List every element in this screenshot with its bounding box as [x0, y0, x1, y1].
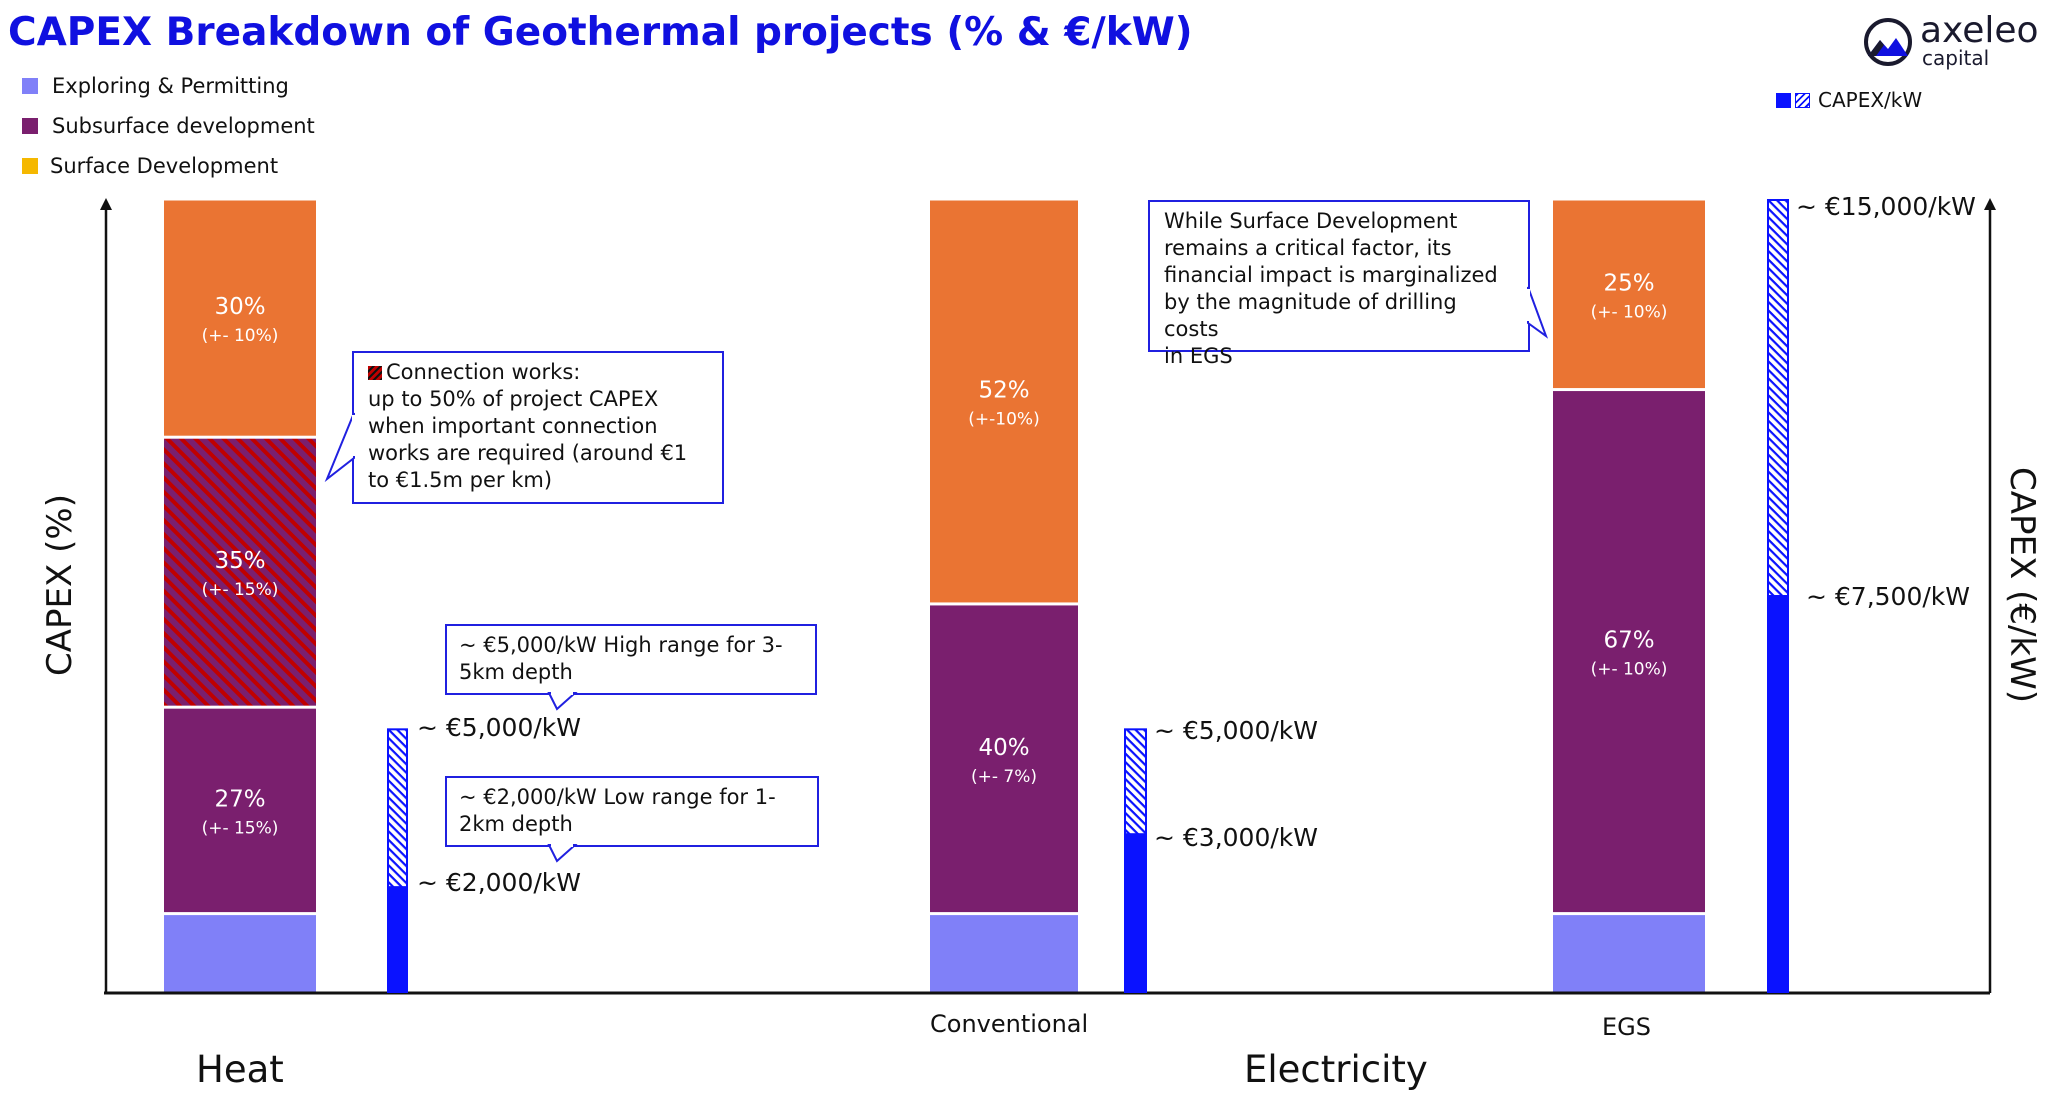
callout-egs-note: While Surface Development remains a crit… — [1148, 200, 1549, 368]
callout-egs-line4: by the magnitude of drilling costs — [1164, 290, 1457, 341]
bar-heat-connection-works — [164, 438, 316, 706]
legend-swatch-exploring — [22, 78, 38, 94]
mountain-circle-icon — [1864, 18, 1912, 66]
callout-heat-high-line2: 5km depth — [459, 660, 573, 684]
cost-label-heat-low: ~ €2,000/kW — [417, 868, 581, 897]
bar-heat-subsurface-development — [164, 708, 316, 913]
bar-egs-surface-development — [1553, 200, 1705, 389]
legend-item-exploring: Exploring & Permitting — [22, 66, 315, 106]
right-axis-title: CAPEX (€/kW) — [2002, 466, 2042, 704]
hatch-swatch-icon — [368, 366, 382, 380]
data-label-egs-subsurface-development: 67% — [1603, 628, 1654, 654]
legend-label-exploring: Exploring & Permitting — [52, 74, 289, 98]
range-label-egs-subsurface-development: (+- 10%) — [1591, 660, 1668, 680]
bar-heat-surface-development — [164, 200, 316, 436]
capex-bar-conventional-low — [1124, 834, 1147, 993]
callout-connection-line2: up to 50% of project CAPEX — [368, 387, 659, 411]
bar-conventional-exploring-permitting — [930, 915, 1078, 992]
cost-label-egs-high: ~ €15,000/kW — [1796, 192, 1976, 221]
callout-connection-line1: Connection works: — [386, 360, 581, 384]
cost-label-conv-high: ~ €5,000/kW — [1154, 716, 1318, 745]
bar-egs-subsurface-development — [1553, 391, 1705, 913]
data-label-egs-surface-development: 25% — [1603, 270, 1654, 296]
range-label-egs-surface-development: (+- 10%) — [1591, 302, 1668, 322]
capex-legend: CAPEX/kW — [1776, 88, 1922, 112]
callout-egs-line2: remains a critical factor, its — [1164, 236, 1452, 260]
group-label-heat: Heat — [196, 1048, 284, 1091]
callout-heat-high-line1: ~ €5,000/kW High range for 3- — [459, 633, 783, 657]
bar-conventional-surface-development — [930, 200, 1078, 603]
callout-heat-low-line2: 2km depth — [459, 812, 573, 836]
callout-tail — [324, 412, 356, 483]
group-label-electricity: Electricity — [1244, 1048, 1428, 1091]
bar-heat-exploring-permitting — [164, 915, 316, 992]
callout-egs-line5: in EGS — [1164, 344, 1233, 368]
range-label-heat-surface-development: (+- 10%) — [202, 326, 279, 346]
capex-legend-label: CAPEX/kW — [1818, 88, 1923, 112]
callout-heat-low-range: ~ €2,000/kW Low range for 1- 2km depth — [445, 776, 819, 863]
logo-text-capital: capital — [1922, 46, 1990, 70]
capex-bar-heat-low — [387, 887, 408, 993]
category-label-egs: EGS — [1602, 1013, 1651, 1041]
callout-connection-line4: works are required (around €1 — [368, 441, 688, 465]
cost-label-conv-low: ~ €3,000/kW — [1154, 823, 1318, 852]
data-label-heat-subsurface-development: 27% — [214, 786, 265, 812]
capex-bar-egs-range — [1767, 199, 1789, 597]
range-label-heat-subsurface-development: (+- 15%) — [202, 818, 279, 838]
capex-bar-heat-range — [387, 728, 408, 889]
range-label-conventional-subsurface-development: (+- 7%) — [971, 767, 1037, 787]
callout-tail — [1526, 286, 1549, 339]
callout-tail — [547, 691, 578, 711]
range-label-conventional-surface-development: (+-10%) — [968, 409, 1039, 429]
legend-label-surface: Surface Development — [50, 154, 279, 178]
callout-connection-works: Connection works: up to 50% of project C… — [324, 351, 724, 504]
callout-egs-line1: While Surface Development — [1164, 209, 1458, 233]
capex-bar-conventional-range — [1124, 728, 1147, 836]
capex-legend-hatched-swatch — [1795, 92, 1810, 108]
range-label-heat-connection-works: (+- 15%) — [202, 580, 279, 600]
legend-item-subsurface: Subsurface development — [22, 106, 315, 146]
right-y-axis-arrow — [1984, 198, 1996, 210]
left-y-axis-arrow — [100, 198, 112, 210]
callout-heat-low-line1: ~ €2,000/kW Low range for 1- — [459, 785, 776, 809]
logo-text-axeleo: axeleo — [1920, 10, 2039, 51]
cost-label-heat-high: ~ €5,000/kW — [417, 713, 581, 742]
callout-connection-line5: to €1.5m per km) — [368, 468, 553, 492]
data-label-heat-connection-works: 35% — [214, 548, 265, 574]
axes — [100, 198, 1996, 995]
capex-legend-solid-swatch — [1776, 92, 1791, 108]
callout-egs-line3: financial impact is marginalized — [1164, 263, 1498, 287]
legend: Exploring & Permitting Subsurface develo… — [22, 66, 315, 186]
cost-label-egs-low: ~ €7,500/kW — [1806, 582, 1970, 611]
axeleo-logo: axeleo capital — [1862, 10, 2042, 72]
legend-swatch-subsurface — [22, 118, 38, 134]
data-label-conventional-subsurface-development: 40% — [978, 735, 1029, 761]
left-axis-title: CAPEX (%) — [40, 494, 80, 676]
bar-conventional-subsurface-development — [930, 605, 1078, 913]
callout-heat-high-range: ~ €5,000/kW High range for 3- 5km depth — [445, 624, 817, 711]
bar-egs-exploring-permitting — [1553, 915, 1705, 992]
capex-range-bars — [387, 199, 1789, 993]
callout-tail — [547, 843, 578, 863]
data-label-heat-surface-development: 30% — [214, 294, 265, 320]
capex-bar-egs-low — [1767, 596, 1789, 993]
category-label-conventional: Conventional — [930, 1010, 1089, 1038]
stacked-bars: 27% (+- 15%) 35% (+- 15%) 30% (+- 10%) 40% (+- … — [164, 200, 1705, 992]
legend-label-subsurface: Subsurface development — [52, 114, 315, 138]
chart-title: CAPEX Breakdown of Geothermal projects (… — [8, 10, 1193, 55]
callout-connection-line3: when important connection — [368, 414, 658, 438]
legend-swatch-surface — [22, 158, 38, 174]
legend-item-surface: Surface Development — [22, 146, 315, 186]
data-label-conventional-surface-development: 52% — [978, 377, 1029, 403]
